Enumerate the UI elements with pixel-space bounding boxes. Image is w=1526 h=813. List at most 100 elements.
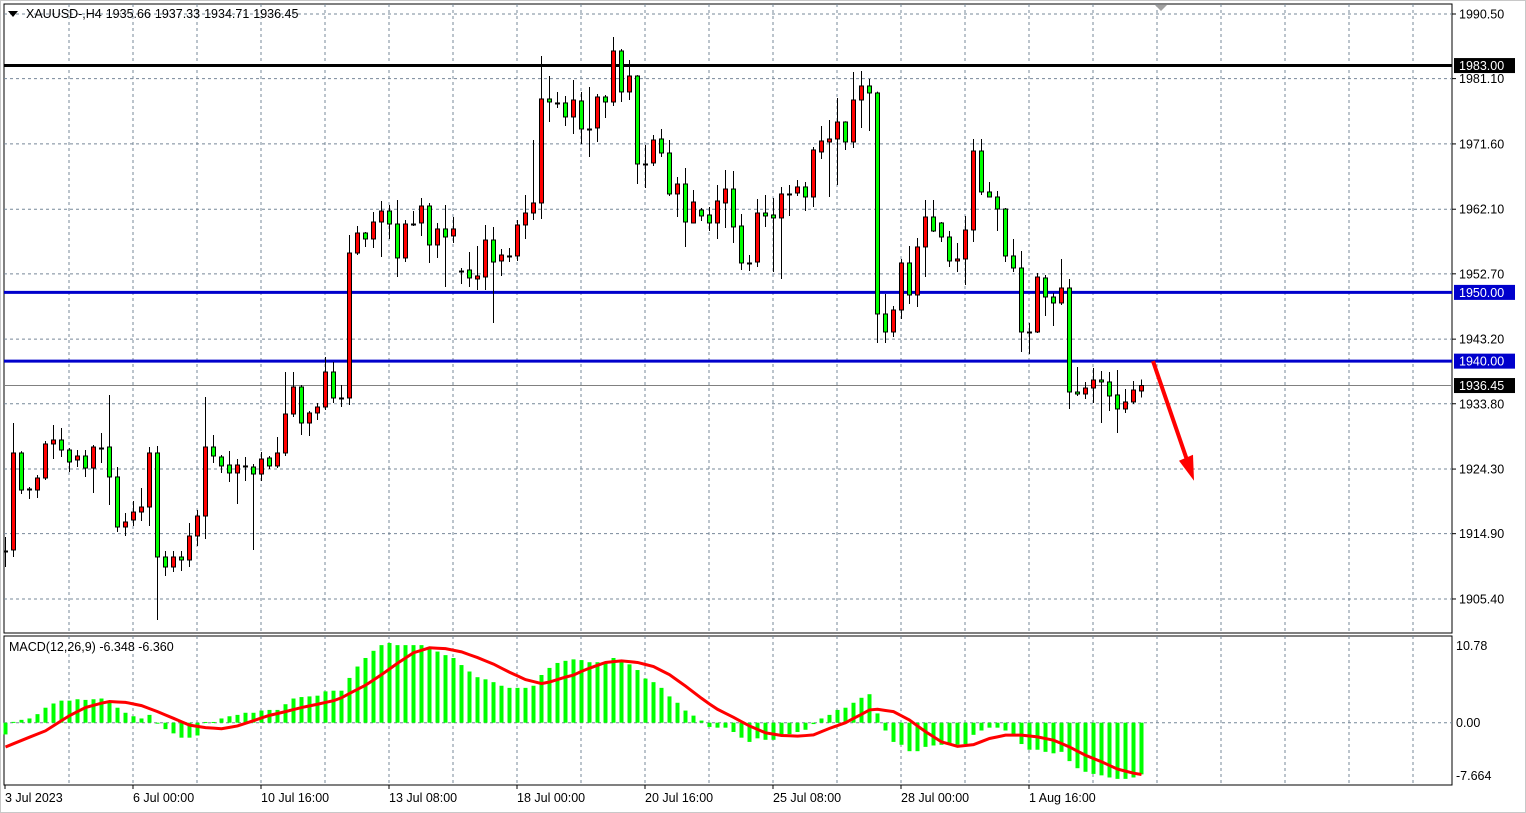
candle [187, 523, 192, 568]
macd-histogram-bar [363, 657, 368, 723]
candle [555, 91, 560, 108]
candle-body-bull [275, 452, 280, 467]
candle [723, 169, 728, 228]
candle [795, 180, 800, 196]
macd-histogram-bar [723, 722, 728, 728]
candle-body-bull [35, 477, 40, 491]
dropdown-triangle-icon[interactable] [8, 11, 18, 17]
level-price-label: 1983.00 [1459, 59, 1504, 73]
candle [475, 245, 480, 290]
candle-body-bull [859, 85, 864, 101]
candle [219, 454, 224, 473]
macd-histogram-bar [1083, 722, 1088, 772]
macd-histogram-bar [683, 710, 688, 723]
macd-histogram-bar [1075, 722, 1080, 769]
candle-body-bear [1011, 255, 1016, 269]
macd-histogram-bar [19, 719, 24, 723]
candle [1011, 238, 1016, 272]
macd-histogram-bar [403, 645, 408, 723]
candle [179, 550, 184, 572]
macd-label: MACD(12,26,9) -6.348 -6.360 [9, 640, 174, 654]
candle-body-bull [355, 232, 360, 254]
macd-histogram-bar [323, 691, 328, 723]
candle-body-bear [907, 262, 912, 296]
candle-body-bull [715, 200, 720, 224]
time-axis-label: 1 Aug 16:00 [1029, 791, 1096, 805]
candle [963, 215, 968, 285]
candle-body-bull [147, 452, 152, 508]
macd-histogram-bar [91, 699, 96, 723]
candle [331, 361, 336, 403]
candle-body-bull [819, 140, 824, 153]
candle-body-bull [835, 121, 840, 140]
macd-histogram-bar [939, 722, 944, 745]
candle-body-bear [763, 212, 768, 217]
macd-histogram-bar [915, 722, 920, 752]
macd-histogram-bar [51, 703, 56, 723]
candle-body-bull [75, 455, 80, 461]
candle [803, 182, 808, 212]
candle-body-bear [707, 214, 712, 224]
macd-histogram-bar [651, 682, 656, 723]
candle [323, 357, 328, 411]
candle-body-bear [395, 223, 400, 259]
candle-body-bear [251, 466, 256, 475]
macd-histogram-bar [451, 657, 456, 723]
candle [371, 211, 376, 248]
macd-histogram-bar [563, 660, 568, 723]
candle [267, 455, 272, 469]
macd-histogram-bar [899, 722, 904, 745]
candle-body-bear [1019, 267, 1024, 333]
level-price-label: 1950.00 [1459, 286, 1504, 300]
candle-body-bear [155, 452, 160, 558]
macd-histogram-bar [1115, 722, 1120, 779]
macd-histogram-bar [643, 678, 648, 723]
chart-shift-marker-icon [1155, 5, 1167, 11]
macd-histogram-bar [379, 645, 384, 723]
macd-histogram-bar [843, 707, 848, 723]
candle-body-bear [1067, 287, 1072, 393]
candle-body-bull [451, 228, 456, 237]
macd-histogram-bar [931, 722, 936, 746]
candle [1139, 379, 1144, 398]
candle-doji [4, 550, 8, 553]
candle [1123, 388, 1128, 413]
macd-histogram-bar [251, 712, 256, 723]
candle [347, 234, 352, 405]
candle [379, 200, 384, 257]
price-axis-label: 1990.50 [1459, 8, 1504, 22]
macd-histogram-bar [579, 660, 584, 723]
candle [643, 144, 648, 188]
candle [283, 371, 288, 456]
candle [1043, 275, 1048, 316]
candle [155, 445, 160, 621]
candle [619, 48, 624, 102]
candle [251, 463, 256, 550]
candle [131, 501, 136, 526]
macd-histogram-bar [27, 718, 32, 723]
macd-histogram-bar [307, 696, 312, 723]
time-axis-label: 13 Jul 08:00 [389, 791, 457, 805]
candle-body-bull [259, 458, 264, 475]
macd-histogram-bar [35, 714, 40, 723]
macd-name: MACD(12,26,9) [9, 640, 96, 654]
candle [811, 147, 816, 207]
symbol-timeframe: XAUUSD-,H4 [26, 7, 102, 21]
candle-body-bear [227, 464, 232, 474]
candle-body-bull [539, 98, 544, 204]
candle [227, 450, 232, 482]
macd-histogram-bar [675, 702, 680, 723]
macd-histogram-bar [1003, 722, 1008, 731]
candle [819, 125, 824, 159]
candle-body-bull [1035, 276, 1040, 333]
candle [971, 138, 976, 243]
macd-histogram-bar [427, 647, 432, 723]
macd-histogram-bar [435, 651, 440, 723]
candle-body-bull [1059, 287, 1064, 304]
main-chart-area [3, 3, 1453, 634]
candle [11, 423, 16, 557]
candle-body-bear [67, 449, 72, 463]
macd-histogram-bar [859, 697, 864, 723]
macd-histogram-bar [43, 707, 48, 723]
